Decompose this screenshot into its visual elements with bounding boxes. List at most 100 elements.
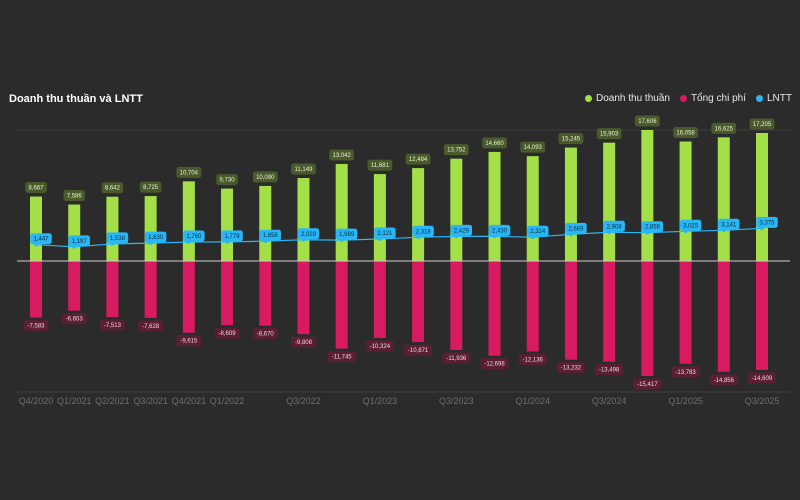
cost-label: -9,808 <box>295 340 313 346</box>
revenue-bar[interactable] <box>679 141 692 261</box>
revenue-label-bg <box>443 144 469 156</box>
revenue-label: 14,093 <box>524 145 543 151</box>
cost-bar[interactable] <box>30 261 42 318</box>
profit-label-bg <box>488 224 511 236</box>
revenue-bar[interactable] <box>373 174 386 261</box>
cost-bar[interactable] <box>603 261 616 362</box>
legend-item-revenue[interactable]: Doanh thu thuần <box>585 93 670 104</box>
cost-label-bg <box>556 362 585 374</box>
cost-label: -15,417 <box>637 382 658 388</box>
cost-label: -13,232 <box>561 366 582 372</box>
revenue-bar[interactable] <box>717 137 730 261</box>
revenue-label: 12,484 <box>409 157 428 163</box>
x-tick-label: Q3/2023 <box>439 396 474 406</box>
revenue-bar[interactable] <box>335 163 348 261</box>
revenue-bar[interactable] <box>144 196 157 261</box>
revenue-bar[interactable] <box>297 178 310 261</box>
cost-label-bg <box>671 366 700 378</box>
revenue-bar[interactable] <box>106 196 119 261</box>
legend: Doanh thu thuần Tổng chi phí LNTT <box>585 93 792 104</box>
profit-label-bg <box>603 220 625 232</box>
cost-bar[interactable] <box>717 261 730 372</box>
profit-label: 2,318 <box>416 229 432 235</box>
profit-label: 1,779 <box>225 234 241 240</box>
cost-bar[interactable] <box>756 261 768 370</box>
revenue-label: 11,681 <box>371 163 390 169</box>
revenue-bar[interactable] <box>221 188 234 261</box>
cost-bar[interactable] <box>182 261 195 333</box>
profit-label: 2,430 <box>492 228 508 234</box>
revenue-bar[interactable] <box>641 130 654 261</box>
revenue-label: 11,149 <box>295 167 314 173</box>
x-tick-label: Q2/2021 <box>95 396 130 406</box>
cost-bar[interactable] <box>144 261 157 318</box>
cost-bar[interactable] <box>221 261 234 326</box>
profit-label-bg <box>679 219 702 231</box>
revenue-label: 17,205 <box>753 122 772 128</box>
cost-bar[interactable] <box>526 261 539 352</box>
cost-label: -13,783 <box>675 370 696 376</box>
cost-bar[interactable] <box>641 261 654 376</box>
revenue-label-bg <box>252 171 278 183</box>
revenue-bar[interactable] <box>603 142 616 261</box>
revenue-label-bg <box>139 181 162 193</box>
profit-label-bg <box>259 229 282 241</box>
legend-revenue-dot <box>585 95 592 102</box>
cost-label-bg <box>365 340 394 352</box>
cost-bar[interactable] <box>450 261 463 351</box>
cost-bar[interactable] <box>106 261 119 318</box>
revenue-label-bg <box>711 122 737 134</box>
cost-bar[interactable] <box>297 261 310 335</box>
cost-label: -13,498 <box>599 368 620 374</box>
profit-label: 2,669 <box>568 226 584 232</box>
revenue-bar[interactable] <box>259 185 272 261</box>
legend-cost-dot <box>679 95 687 102</box>
x-tick-label: Q1/2021 <box>57 396 92 406</box>
revenue-label: 13,042 <box>333 153 352 159</box>
cost-bar[interactable] <box>412 261 425 343</box>
revenue-bar[interactable] <box>68 204 81 261</box>
cost-label-bg <box>327 351 356 363</box>
legend-profit-label: LNTT <box>767 93 792 104</box>
cost-label: -11,745 <box>332 355 353 361</box>
cost-bar[interactable] <box>488 261 501 356</box>
cost-bar[interactable] <box>564 261 577 360</box>
revenue-bar[interactable] <box>756 132 768 261</box>
revenue-bar[interactable] <box>182 181 195 261</box>
revenue-label-bg <box>749 118 775 130</box>
cost-label-bg <box>480 358 509 370</box>
revenue-label-bg <box>25 182 47 194</box>
profit-label-bg <box>183 230 205 242</box>
cost-label-bg <box>442 352 471 364</box>
cost-bar[interactable] <box>373 261 386 339</box>
legend-item-profit[interactable]: LNTT <box>756 93 792 104</box>
cost-label: -8,670 <box>257 332 275 338</box>
revenue-bar[interactable] <box>526 156 539 261</box>
revenue-bar[interactable] <box>450 158 463 261</box>
revenue-label: 16,058 <box>676 131 695 137</box>
profit-label-bg <box>221 230 243 242</box>
cost-bar[interactable] <box>68 261 81 311</box>
cost-bar[interactable] <box>335 261 348 349</box>
x-tick-label: Q1/2023 <box>363 396 398 406</box>
revenue-label-bg <box>596 128 622 140</box>
profit-label: 1,630 <box>148 235 164 241</box>
revenue-bar[interactable] <box>30 196 42 261</box>
x-tick-label: Q3/2024 <box>592 396 627 406</box>
revenue-label-bg <box>101 182 124 194</box>
cost-bar[interactable] <box>259 261 272 326</box>
cost-bar[interactable] <box>679 261 692 364</box>
revenue-label-bg <box>673 127 698 139</box>
profit-label: 1,447 <box>33 237 49 243</box>
revenue-label: 7,586 <box>67 194 83 200</box>
cost-label: -8,609 <box>219 331 237 337</box>
profit-label-bg <box>30 233 52 245</box>
revenue-bar[interactable] <box>412 168 425 261</box>
profit-label: 1,197 <box>72 239 88 245</box>
x-tick-label: Q3/2021 <box>133 396 168 406</box>
legend-item-cost[interactable]: Tổng chi phí <box>679 93 746 104</box>
x-tick-label: Q1/2022 <box>210 396 245 406</box>
revenue-label-bg <box>176 166 202 178</box>
revenue-bar[interactable] <box>564 147 577 261</box>
revenue-bar[interactable] <box>488 151 501 261</box>
